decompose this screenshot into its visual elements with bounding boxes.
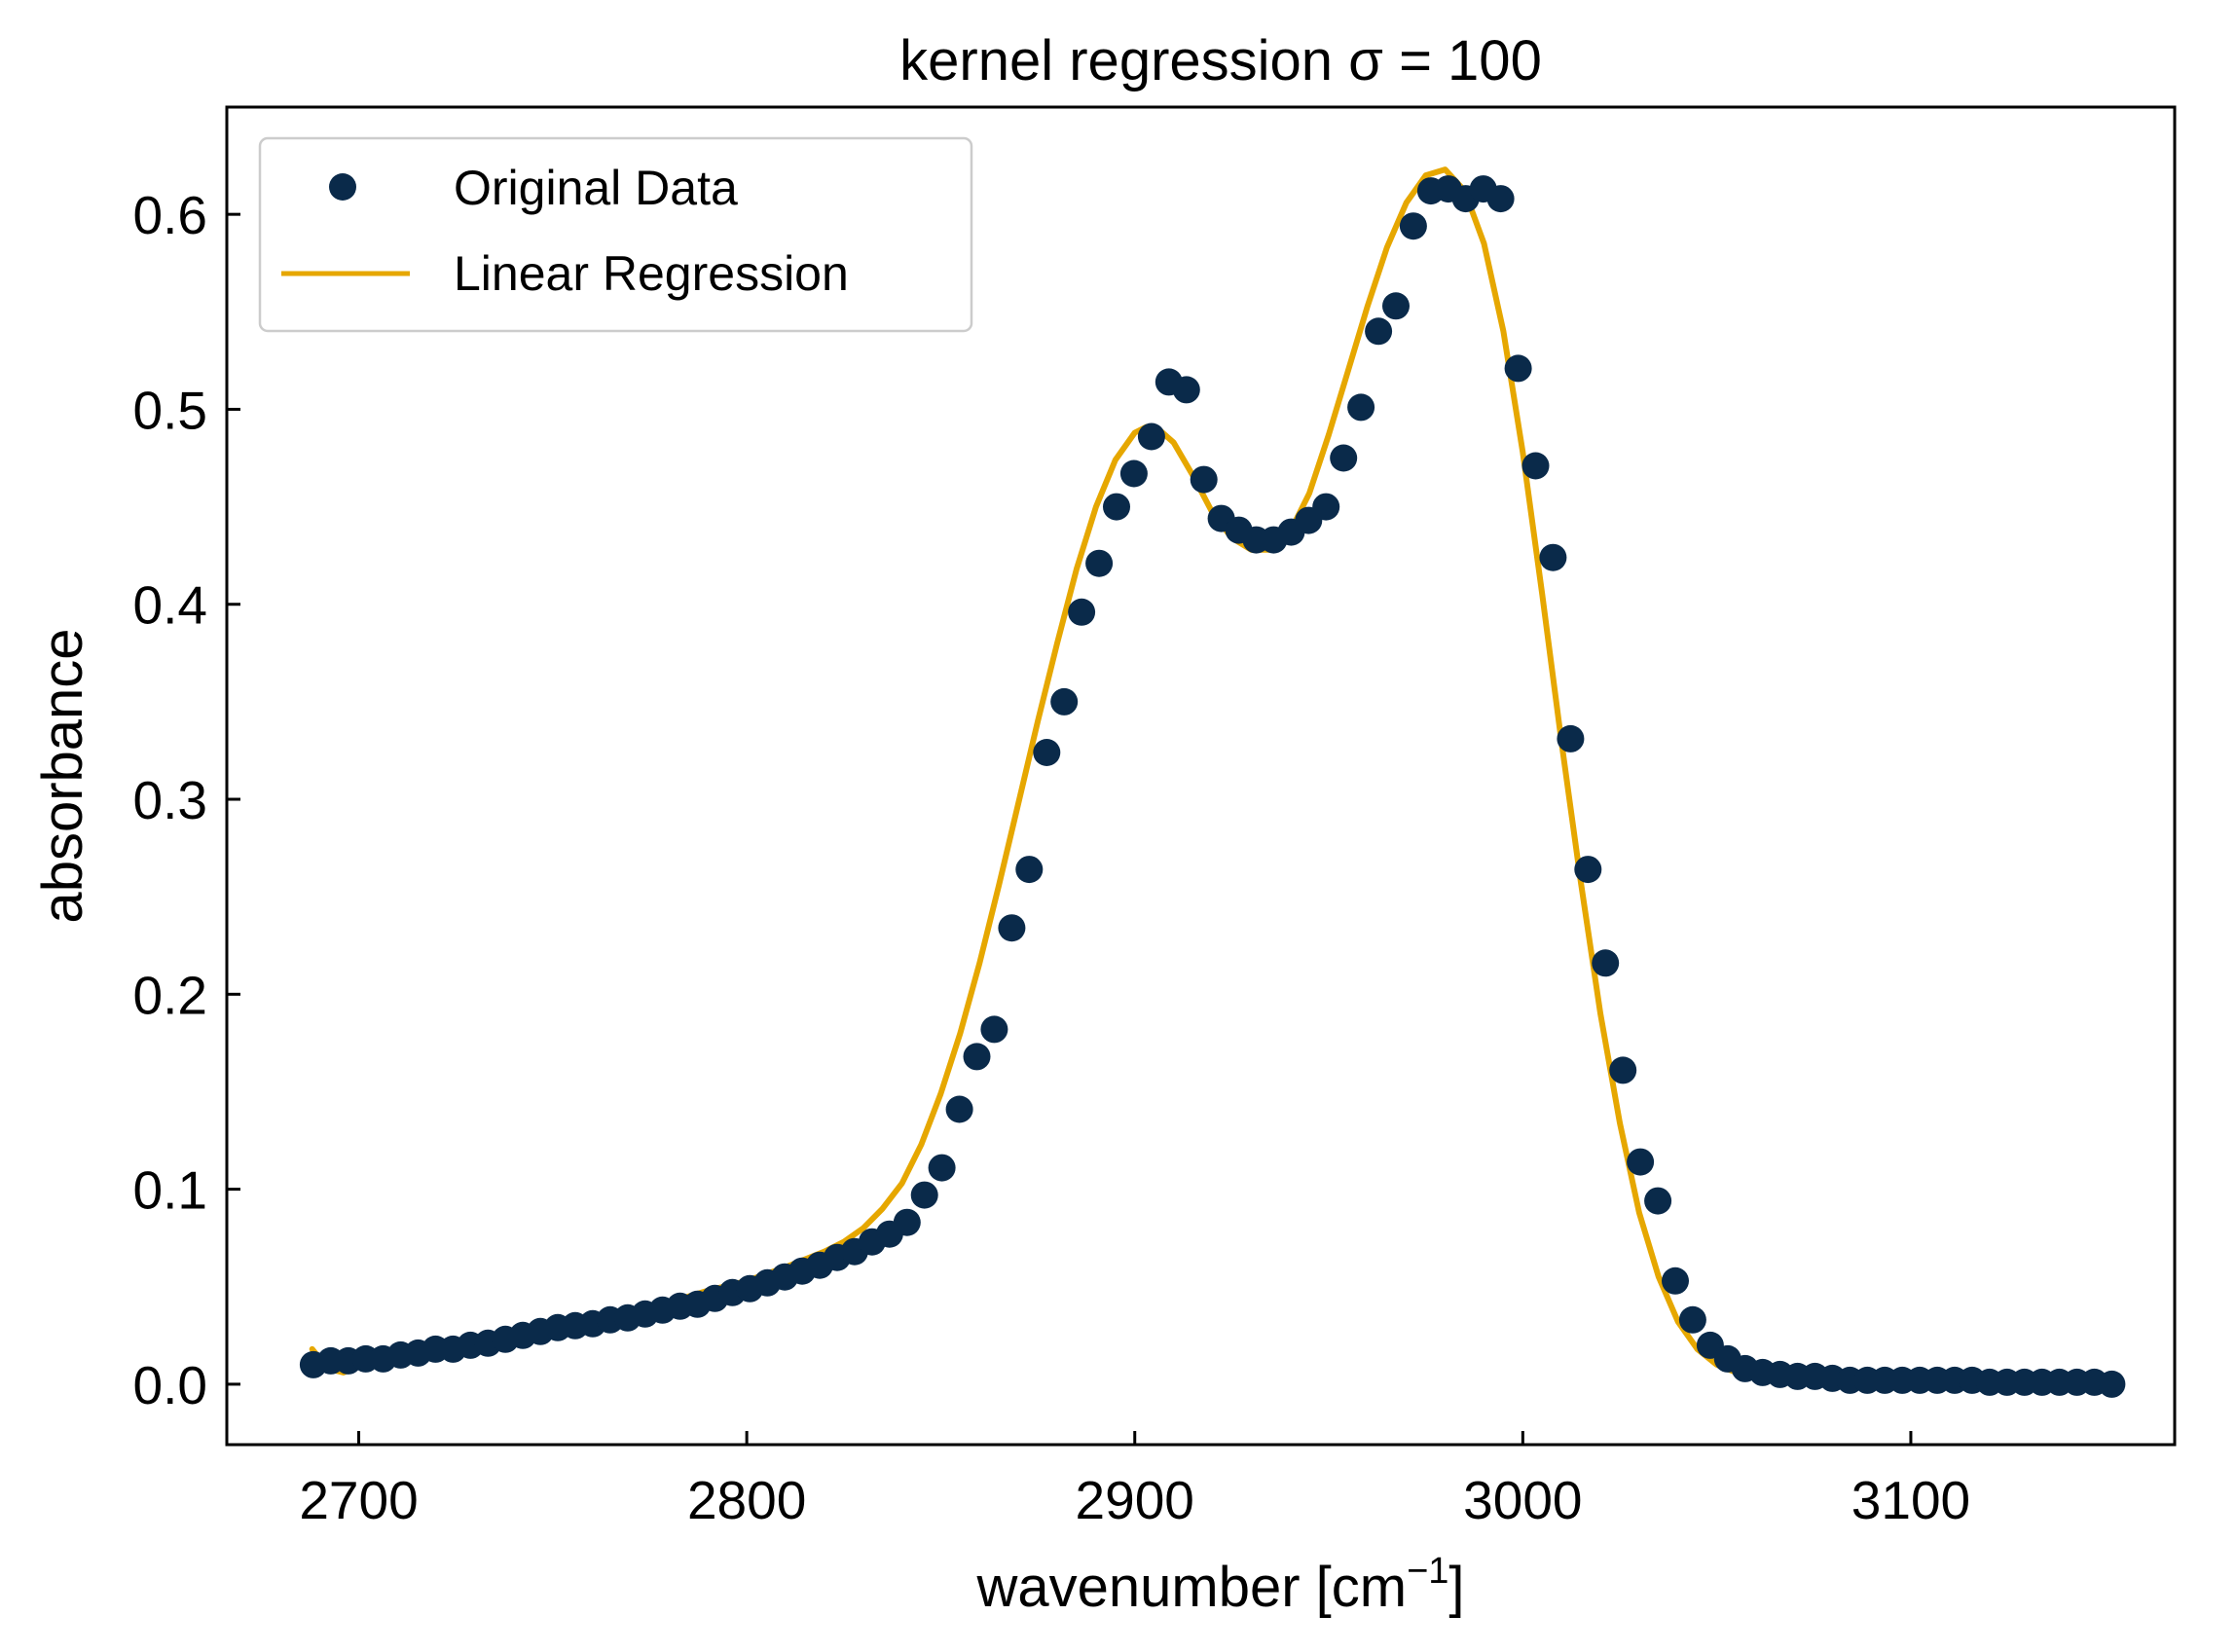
x-axis-label-main: wavenumber [cm xyxy=(975,1556,1407,1619)
data-points-layer xyxy=(299,175,2126,1398)
y-tick-label: 0.3 xyxy=(133,770,207,830)
data-point xyxy=(1137,422,1165,451)
data-point xyxy=(1050,687,1079,716)
data-point xyxy=(1504,354,1532,383)
y-tick-label: 0.5 xyxy=(133,380,207,440)
y-tick-label: 0.0 xyxy=(133,1355,207,1415)
data-point xyxy=(1172,376,1200,404)
data-point xyxy=(1085,549,1114,577)
data-point xyxy=(998,914,1026,942)
data-point xyxy=(1592,949,1620,977)
x-axis-ticks: 2700 2800 2900 3000 3100 xyxy=(299,1431,1970,1530)
y-tick-label: 0.6 xyxy=(133,185,207,245)
data-point xyxy=(1103,493,1130,521)
data-point xyxy=(1119,459,1148,488)
data-point xyxy=(1521,452,1550,480)
y-tick-label: 0.4 xyxy=(133,575,207,636)
x-tick-label: 3100 xyxy=(1851,1470,1970,1530)
data-point xyxy=(1678,1305,1706,1334)
data-point xyxy=(1574,856,1602,884)
x-axis-label-exponent: −1 xyxy=(1407,1551,1448,1592)
data-point xyxy=(1015,856,1044,884)
data-point xyxy=(928,1154,956,1182)
data-point xyxy=(893,1208,921,1236)
data-point xyxy=(1365,317,1393,346)
legend: Original Data Linear Regression xyxy=(258,136,973,333)
data-point xyxy=(1347,393,1375,422)
data-point xyxy=(980,1015,1008,1044)
data-point xyxy=(1190,465,1218,494)
chart-title: kernel regression σ = 100 xyxy=(899,29,1542,92)
data-point xyxy=(1399,212,1427,240)
data-point xyxy=(1382,292,1410,320)
x-tick-label: 3000 xyxy=(1463,1470,1582,1530)
x-axis-label-suffix: ] xyxy=(1448,1556,1464,1619)
plot-area xyxy=(299,166,2126,1398)
data-point xyxy=(2098,1370,2126,1398)
x-tick-label: 2900 xyxy=(1076,1470,1194,1530)
y-axis-label: absorbance xyxy=(31,628,94,923)
data-point xyxy=(1609,1056,1637,1084)
legend-label-linear-regression: Linear Regression xyxy=(454,246,849,301)
plot-frame xyxy=(225,105,2177,1447)
data-point xyxy=(1627,1148,1655,1176)
data-point xyxy=(1033,739,1061,766)
data-point xyxy=(1644,1187,1672,1215)
data-point xyxy=(1486,185,1515,213)
x-tick-label: 2800 xyxy=(687,1470,806,1530)
data-point xyxy=(1539,543,1567,571)
y-axis-ticks: 0.0 0.1 0.2 0.3 0.4 0.5 0.6 xyxy=(133,185,240,1415)
data-point xyxy=(1330,444,1358,472)
legend-label-original-data: Original Data xyxy=(454,161,738,215)
data-point xyxy=(1557,724,1585,753)
legend-box xyxy=(258,136,973,333)
data-point xyxy=(1312,493,1340,521)
data-point xyxy=(945,1095,973,1123)
data-point xyxy=(1662,1267,1689,1295)
data-point xyxy=(910,1181,938,1209)
y-tick-label: 0.2 xyxy=(133,965,207,1025)
x-axis-label: wavenumber [cm−1] xyxy=(975,1551,1464,1619)
y-tick-label: 0.1 xyxy=(133,1160,207,1221)
data-point xyxy=(1068,598,1096,626)
legend-marker-points xyxy=(329,173,356,201)
x-tick-label: 2700 xyxy=(299,1470,418,1530)
data-point xyxy=(963,1043,991,1071)
